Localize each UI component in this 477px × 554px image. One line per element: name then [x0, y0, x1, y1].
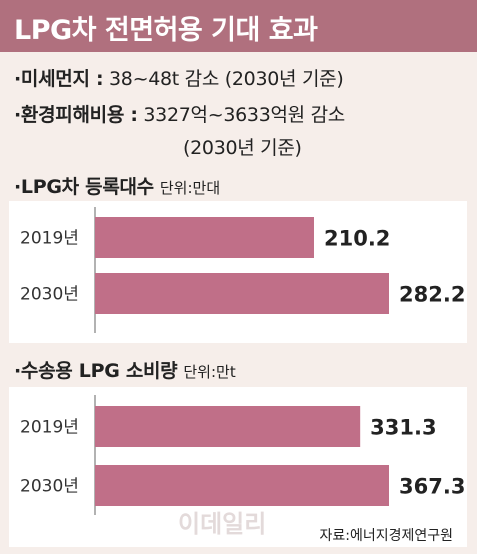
chart1-unit: 단위:만대	[159, 179, 221, 197]
chart1-title: ·LPG차 등록대수	[14, 176, 154, 198]
title-bar: LPG차 전면허용 기대 효과	[0, 0, 477, 52]
chart2-category-label-1: 2019년	[20, 418, 79, 438]
chart1-bar-1	[95, 217, 314, 258]
chart1-value-label-1: 210.2	[324, 227, 390, 251]
info-env-cost-label: ·환경피해비용 :	[14, 104, 138, 126]
chart1-header: ·LPG차 등록대수 단위:만대	[14, 172, 220, 199]
chart2-title: ·수송용 LPG 소비량	[14, 360, 178, 382]
chart-title: LPG차 전면허용 기대 효과	[14, 15, 318, 46]
chart2-unit: 단위:만t	[183, 363, 236, 381]
info-env-cost-note: (2030년 기준)	[183, 137, 302, 159]
watermark-logo: 이데일리	[178, 510, 267, 538]
chart1-bar-2	[95, 273, 389, 314]
info-fine-dust: ·미세먼지 : 38~48t 감소 (2030년 기준)	[14, 64, 344, 91]
chart1-category-label-2: 2030년	[20, 285, 79, 305]
chart2-category-label-2: 2030년	[20, 477, 79, 497]
source-note: 자료:에너지경제연구원	[319, 528, 453, 544]
chart2-header: ·수송용 LPG 소비량 단위:만t	[14, 356, 236, 383]
chart1-category-label-1: 2019년	[20, 229, 79, 249]
chart1-value-label-2: 282.2	[399, 283, 465, 307]
chart2-value-label-1: 331.3	[370, 416, 436, 440]
chart2-bar-1	[95, 406, 361, 447]
info-fine-dust-label: ·미세먼지 :	[14, 68, 104, 90]
chart2-value-label-2: 367.3	[399, 475, 465, 499]
info-env-cost: ·환경피해비용 : 3327억~3633억원 감소	[14, 100, 345, 127]
chart2-bar-2	[95, 465, 389, 506]
info-env-cost-value: 3327억~3633억원 감소	[143, 104, 345, 126]
info-fine-dust-value: 38~48t 감소 (2030년 기준)	[109, 68, 344, 90]
